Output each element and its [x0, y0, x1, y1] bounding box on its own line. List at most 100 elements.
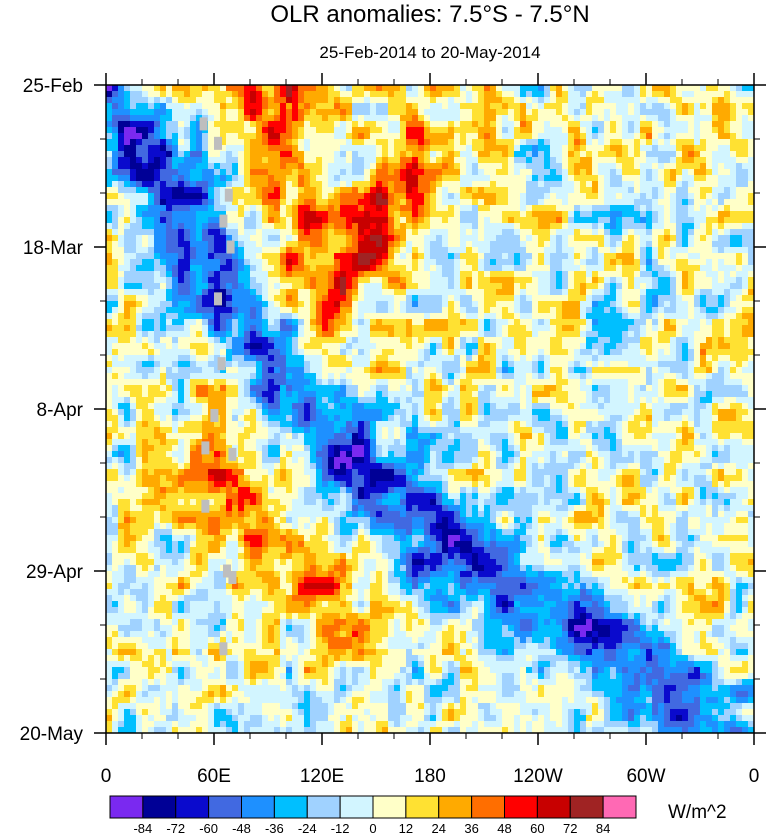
field-cell: [514, 139, 520, 145]
field-cell: [196, 85, 202, 91]
field-cell: [538, 229, 544, 235]
field-cell: [292, 187, 298, 193]
field-cell: [412, 85, 418, 91]
field-cell: [634, 325, 640, 331]
field-cell: [274, 157, 280, 163]
field-cell: [484, 133, 490, 139]
field-cell: [370, 109, 376, 115]
field-cell: [310, 241, 316, 247]
field-cell: [586, 277, 592, 283]
field-cell: [226, 253, 232, 259]
field-cell: [262, 313, 268, 319]
field-cell: [502, 187, 508, 193]
field-cell: [232, 193, 238, 199]
field-cell: [622, 85, 628, 91]
field-cell: [556, 235, 562, 241]
field-cell: [268, 145, 274, 151]
field-cell: [250, 271, 256, 277]
field-cell: [370, 337, 376, 343]
field-cell: [670, 181, 676, 187]
field-cell: [310, 211, 316, 217]
field-cell: [406, 217, 412, 223]
field-cell: [736, 247, 742, 253]
field-cell: [190, 139, 196, 145]
field-cell: [382, 151, 388, 157]
field-cell: [538, 265, 544, 271]
field-cell: [334, 103, 340, 109]
field-cell: [154, 139, 160, 145]
field-cell: [400, 163, 406, 169]
field-cell: [622, 307, 628, 313]
field-cell: [184, 319, 190, 325]
field-cell: [700, 337, 706, 343]
field-cell: [268, 313, 274, 319]
field-cell: [658, 127, 664, 133]
field-cell: [478, 259, 484, 265]
field-cell: [670, 271, 676, 277]
field-cell: [592, 307, 598, 313]
field-cell: [322, 163, 328, 169]
field-cell: [238, 223, 244, 229]
field-cell: [724, 181, 730, 187]
field-cell: [400, 349, 406, 355]
field-cell: [478, 91, 484, 97]
field-cell: [688, 193, 694, 199]
field-cell: [406, 265, 412, 271]
field-cell: [112, 115, 118, 121]
field-cell: [664, 295, 670, 301]
field-cell: [418, 343, 424, 349]
field-cell: [208, 295, 214, 301]
field-cell: [292, 313, 298, 319]
field-cell: [328, 109, 334, 115]
field-cell: [172, 181, 178, 187]
field-cell: [616, 271, 622, 277]
hovmoller-chart: OLR anomalies: 7.5°S - 7.5°N 25-Feb-2014…: [0, 0, 774, 834]
field-cell: [436, 337, 442, 343]
field-cell: [292, 97, 298, 103]
field-cell: [154, 319, 160, 325]
field-cell: [718, 349, 724, 355]
field-cell: [574, 271, 580, 277]
field-cell: [118, 139, 124, 145]
field-cell: [220, 103, 226, 109]
field-cell: [742, 163, 748, 169]
field-cell: [742, 151, 748, 157]
field-cell: [160, 133, 166, 139]
field-cell: [316, 295, 322, 301]
field-cell: [346, 295, 352, 301]
field-cell: [136, 241, 142, 247]
field-cell: [664, 211, 670, 217]
field-cell: [658, 193, 664, 199]
field-cell: [706, 235, 712, 241]
field-cell: [616, 289, 622, 295]
field-cell: [736, 127, 742, 133]
field-cell: [112, 289, 118, 295]
field-cell: [340, 235, 346, 241]
field-cell: [664, 349, 670, 355]
field-cell: [184, 265, 190, 271]
field-cell: [562, 247, 568, 253]
field-cell: [268, 115, 274, 121]
field-cell: [688, 247, 694, 253]
field-cell: [232, 277, 238, 283]
field-cell: [646, 205, 652, 211]
field-cell: [640, 325, 646, 331]
field-cell: [616, 325, 622, 331]
field-cell: [640, 211, 646, 217]
field-cell: [580, 169, 586, 175]
field-cell: [550, 157, 556, 163]
field-cell: [688, 175, 694, 181]
field-cell: [580, 289, 586, 295]
field-cell: [112, 361, 118, 367]
field-cell: [574, 151, 580, 157]
field-cell: [742, 295, 748, 301]
field-cell: [730, 241, 736, 247]
field-cell: [316, 301, 322, 307]
field-cell: [532, 289, 538, 295]
field-cell: [418, 175, 424, 181]
field-cell: [208, 331, 214, 337]
field-cell: [514, 271, 520, 277]
field-cell: [604, 109, 610, 115]
field-cell: [238, 217, 244, 223]
field-cell: [736, 199, 742, 205]
